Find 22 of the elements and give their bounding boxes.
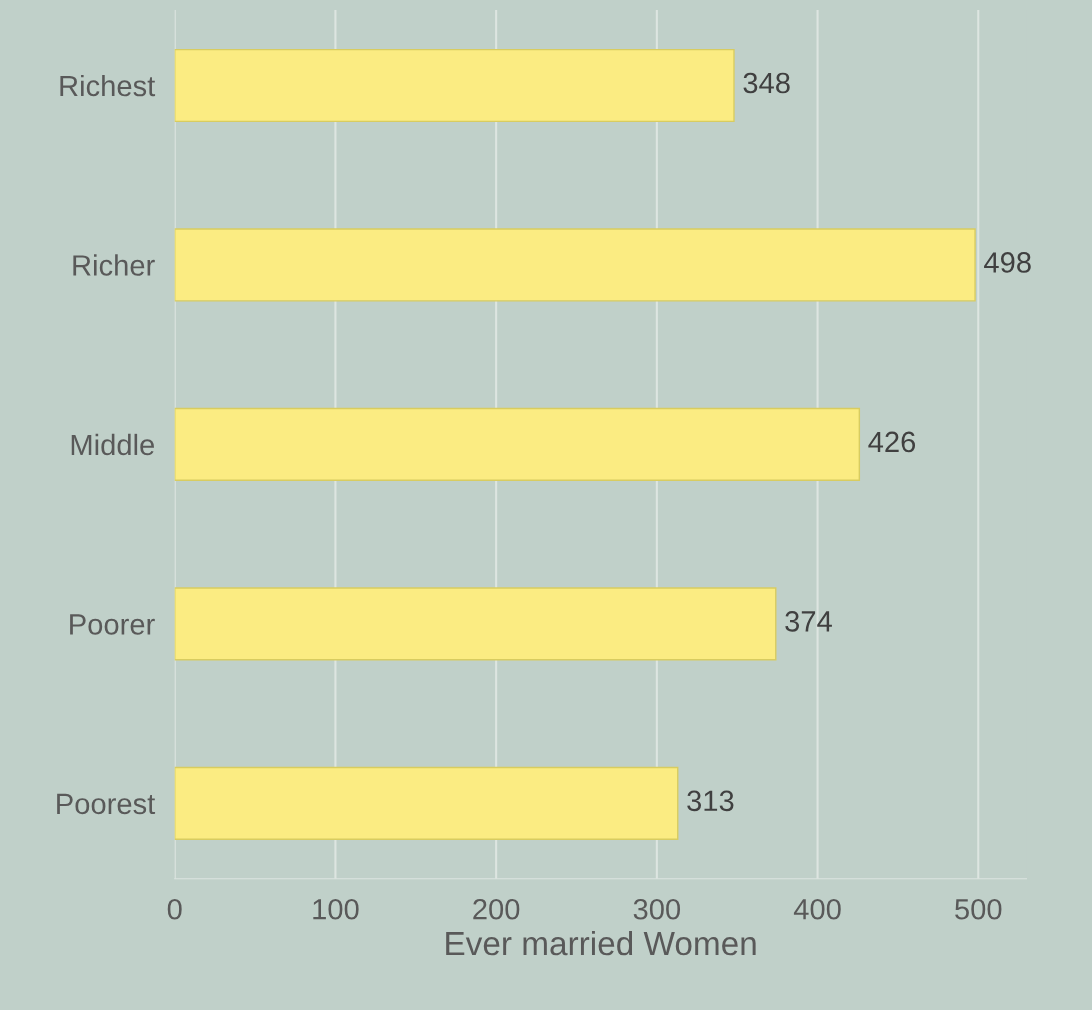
x-tick-label: 0 <box>167 898 182 920</box>
y-tick-label: Poorer <box>70 614 155 635</box>
x-tick-label: 100 <box>313 898 359 920</box>
data-label: 426 <box>868 431 916 453</box>
bar <box>174 766 679 840</box>
data-label: 498 <box>984 252 1031 273</box>
bar <box>174 407 861 481</box>
y-tick-label: Poorest <box>57 793 156 815</box>
x-tick-label: 200 <box>473 898 520 920</box>
bar <box>174 228 976 302</box>
x-tick-label: 300 <box>633 898 681 920</box>
x-tick-label: 500 <box>955 898 1002 920</box>
y-tick-label: Richest <box>60 74 156 97</box>
data-label: 348 <box>743 72 790 94</box>
x-axis-title: Ever married Women <box>446 930 756 956</box>
y-tick-label: Richer <box>73 254 155 276</box>
y-tick-label: Middle <box>71 433 154 456</box>
data-label: 313 <box>687 790 734 812</box>
bar <box>174 48 735 123</box>
bar <box>174 587 777 661</box>
data-label: 374 <box>785 611 832 632</box>
x-tick-label: 400 <box>793 898 841 920</box>
